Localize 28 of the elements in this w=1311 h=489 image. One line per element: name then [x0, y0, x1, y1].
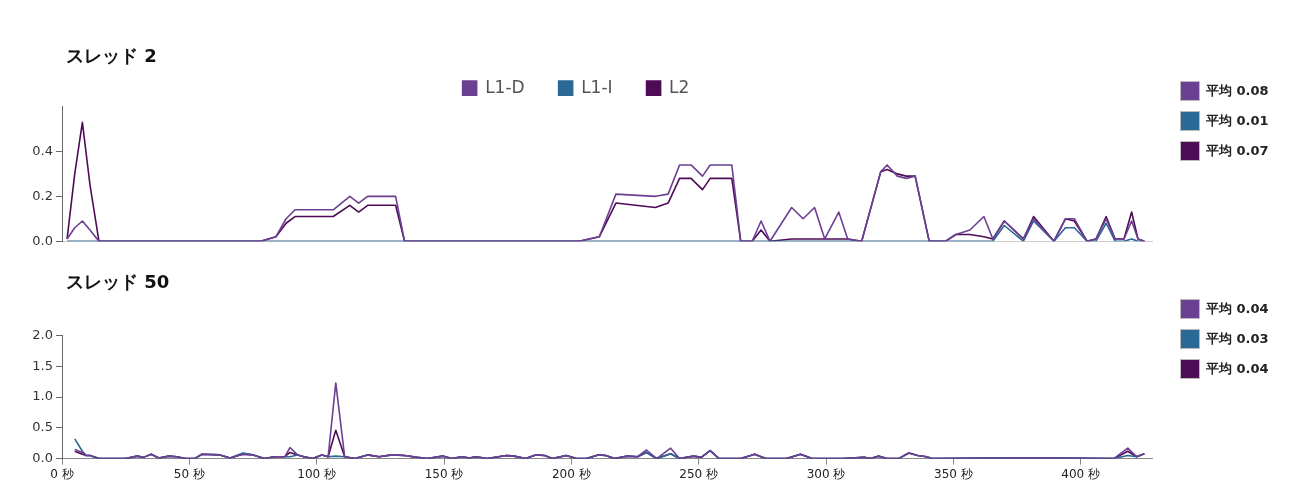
- y-tick-label: 0.0: [32, 232, 53, 248]
- x-tick-label: 350 秒: [934, 466, 973, 481]
- text: 平均 0.04: [1206, 360, 1269, 378]
- text: 平均 0.01: [1206, 112, 1269, 130]
- legend-label: L1-D: [485, 76, 525, 97]
- text: 平均 0.07: [1206, 142, 1269, 160]
- y-tick-label: 1.0: [32, 388, 53, 404]
- y-tick-label: 0.5: [32, 419, 53, 435]
- legend-label: L2: [669, 76, 690, 97]
- x-tick-label: 150 秒: [424, 466, 464, 481]
- legend-label: L1-I: [581, 76, 613, 97]
- x-tick-label: 100 秒: [297, 466, 337, 481]
- chart-title: スレッド 50: [66, 270, 170, 294]
- chart-title: スレッド 2: [66, 44, 157, 68]
- x-tick-label: 250 秒: [679, 466, 719, 481]
- x-tick-label: 0 秒: [50, 466, 74, 481]
- x-tick-label: 50 秒: [173, 466, 205, 481]
- x-tick-label: 300 秒: [806, 466, 846, 481]
- y-tick-label: 0.4: [32, 142, 53, 158]
- x-tick-label: 400 秒: [1061, 466, 1101, 481]
- text: 平均 0.08: [1206, 82, 1269, 100]
- y-tick-label: 2.0: [32, 326, 53, 342]
- text: 平均 0.03: [1206, 330, 1269, 348]
- y-tick-label: 0.0: [32, 449, 53, 465]
- x-tick-label: 200 秒: [551, 466, 591, 481]
- y-tick-label: 0.2: [32, 187, 53, 203]
- text: 平均 0.04: [1206, 300, 1269, 318]
- y-tick-label: 1.5: [32, 357, 53, 373]
